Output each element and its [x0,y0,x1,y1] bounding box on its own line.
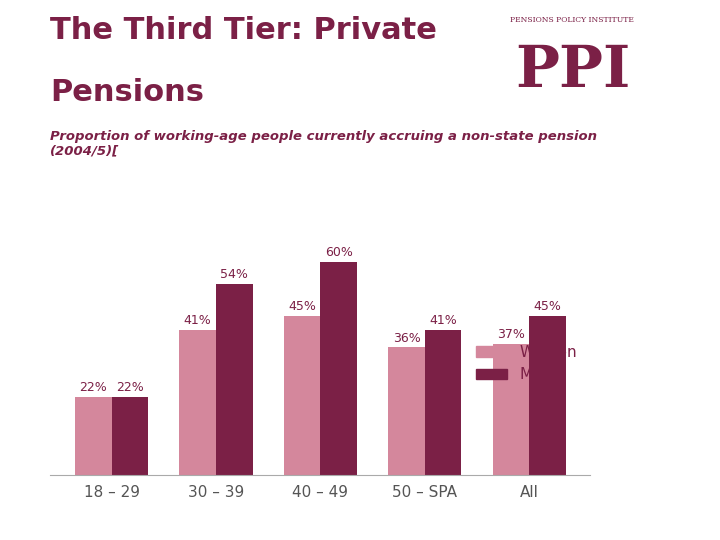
Text: 54%: 54% [220,268,248,281]
Bar [75,397,112,475]
Text: 41%: 41% [184,314,212,327]
Bar [388,347,425,475]
Text: 37%: 37% [497,328,525,341]
Text: Proportion of working-age people currently accruing a non-state pension
(2004/5): Proportion of working-age people current… [50,130,598,158]
Bar [216,284,253,475]
Bar [529,315,566,475]
Bar [284,315,320,475]
Text: 60%: 60% [325,246,353,259]
Text: Pensions: Pensions [50,78,204,107]
Bar [425,330,462,475]
Legend: Women, Men: Women, Men [470,339,582,388]
Text: PPI: PPI [515,43,630,99]
Text: PENSIONS POLICY INSTITUTE: PENSIONS POLICY INSTITUTE [510,16,634,24]
Text: 22%: 22% [116,381,144,394]
Text: The Third Tier: Private: The Third Tier: Private [50,16,437,45]
Text: 41%: 41% [429,314,457,327]
Text: 45%: 45% [534,300,562,313]
Text: 36%: 36% [392,332,420,345]
Bar [112,397,148,475]
Text: 22%: 22% [79,381,107,394]
Bar [492,344,529,475]
Bar [179,330,216,475]
Bar [320,262,357,475]
Text: 45%: 45% [288,300,316,313]
